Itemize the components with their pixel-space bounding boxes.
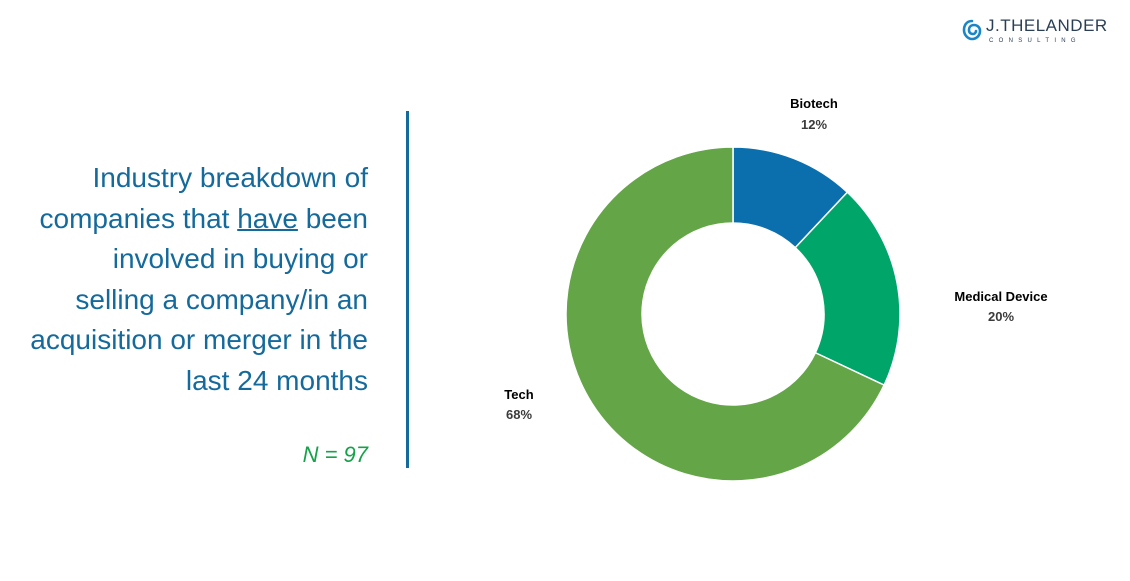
headline-emphasis: have [237,202,298,234]
donut-slice-tech [565,146,886,482]
slice-label-name: Biotech [790,96,838,111]
logo-subtitle: CONSULTING [989,38,1081,44]
slice-label-biotech: Biotech 12% [790,96,838,132]
donut-slice-medical-device [794,191,901,387]
sample-size-label: N = 97 [302,442,368,467]
slice-label-name: Tech [504,387,533,402]
company-logo: J.THELANDER CONSULTING [962,16,1112,46]
headline-text-after: been involved in buying or selling a com… [30,202,368,396]
spiral-logo-icon [962,19,982,41]
slice-label-medical-device: Medical Device 20% [954,289,1047,324]
slice-label-name: Medical Device [954,289,1047,304]
slice-label-value: 12% [801,117,827,132]
slice-label-value: 68% [506,407,532,422]
slice-label-tech: Tech 68% [504,387,533,422]
headline-text-before: Industry breakdown of companies that [39,162,368,234]
donut-slices [565,146,901,482]
slice-label-value: 20% [988,309,1014,324]
vertical-divider [406,111,409,468]
logo-name: J.THELANDER [986,16,1108,35]
slide-headline: Industry breakdown of companies that hav… [28,158,368,401]
